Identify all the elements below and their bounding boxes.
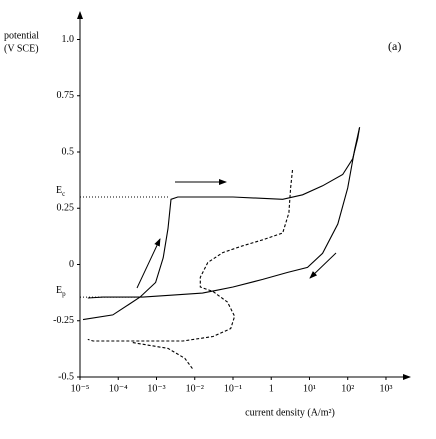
annotation: Ec bbox=[56, 185, 65, 197]
x-axis-label: current density (A/m²) bbox=[245, 407, 335, 418]
y-tick-label: 0.25 bbox=[57, 203, 75, 214]
x-tick-label: 10⁻⁵ bbox=[71, 383, 90, 394]
series-line bbox=[87, 127, 361, 299]
panel-label: (a) bbox=[388, 39, 401, 53]
x-tick-label: 10⁻¹ bbox=[224, 383, 242, 394]
y-axis-label: potential bbox=[4, 30, 39, 41]
y-axis-label: (V SCE) bbox=[4, 43, 39, 54]
annotation-sub: p bbox=[62, 290, 66, 298]
y-tick-label: -0.5 bbox=[58, 371, 74, 382]
y-tick-label: 0 bbox=[69, 259, 74, 270]
annotation-sub: c bbox=[62, 190, 65, 198]
annotation-main: E bbox=[56, 285, 62, 296]
series-line bbox=[82, 127, 361, 321]
series-line bbox=[87, 169, 294, 342]
y-tick-label: 0.5 bbox=[62, 146, 75, 157]
y-tick-label: -0.25 bbox=[53, 315, 74, 326]
x-tick-label: 10⁻⁴ bbox=[109, 383, 128, 394]
y-tick-label: 0.75 bbox=[57, 90, 75, 101]
scan-arrow bbox=[309, 252, 337, 279]
x-tick-label: 10² bbox=[341, 383, 354, 394]
y-tick-label: 1.0 bbox=[62, 34, 75, 45]
x-tick-label: 1 bbox=[269, 383, 274, 394]
x-tick-label: 10⁻² bbox=[186, 383, 204, 394]
x-tick-label: 10⁻³ bbox=[147, 383, 165, 394]
series-line bbox=[132, 342, 194, 370]
annotation-main: E bbox=[56, 185, 62, 196]
annotation: Ep bbox=[56, 285, 66, 297]
x-tick-label: 10³ bbox=[379, 383, 392, 394]
scan-arrow bbox=[136, 238, 161, 289]
x-tick-label: 10¹ bbox=[303, 383, 316, 394]
